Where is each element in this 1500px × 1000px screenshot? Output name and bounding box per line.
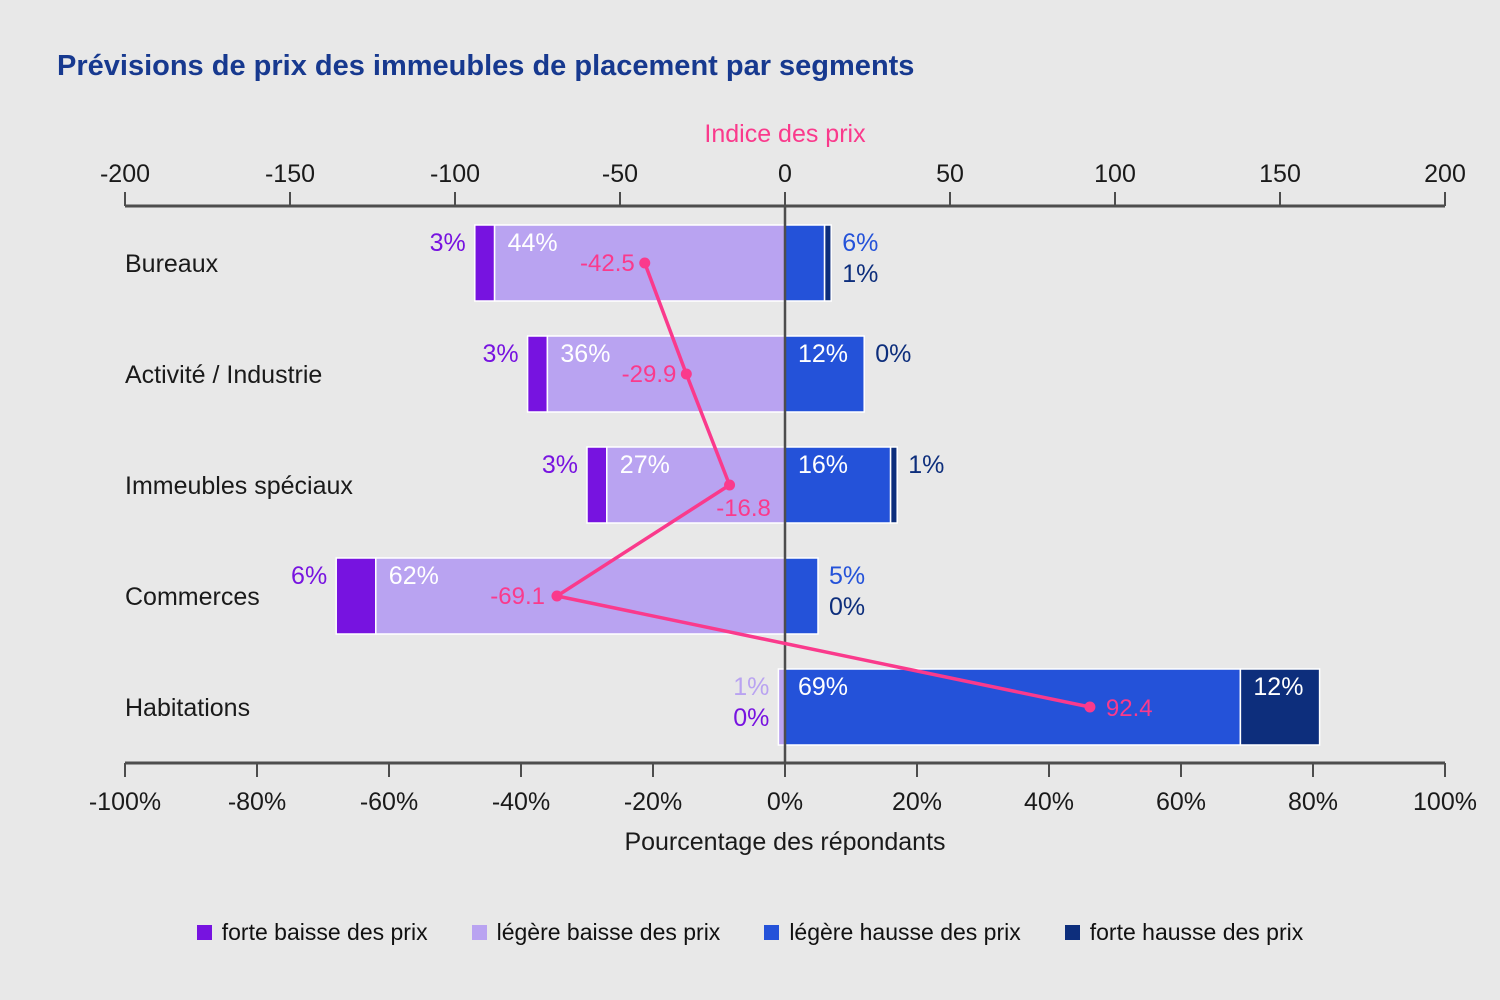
bar-label-inside: 16% — [798, 451, 848, 479]
bar-label-outside-right: 6% — [842, 229, 878, 257]
bar-label-inside: 36% — [560, 340, 610, 368]
legend-swatch-icon — [196, 925, 212, 940]
bottom-axis-tick-label: 80% — [1288, 788, 1338, 816]
bar-segment-1-row-3 — [375, 557, 786, 635]
category-label: Activité / Industrie — [125, 361, 322, 389]
bar-label-outside-left: 3% — [542, 451, 578, 479]
legend-label: forte hausse des prix — [1089, 919, 1304, 945]
bar-segment-1-row-1 — [546, 335, 786, 413]
bar-label-outside-right: 5% — [829, 562, 865, 590]
bar-segment-2-row-0 — [784, 224, 826, 302]
bottom-axis-tick-label: 20% — [892, 788, 942, 816]
bar-segment-0-row-1 — [526, 335, 549, 413]
bottom-axis-tick-label: -20% — [624, 788, 682, 816]
bar-label-outside-right: 1% — [842, 260, 878, 288]
price-index-value-label: 92.4 — [1106, 695, 1153, 722]
bar-label-outside-left: 6% — [291, 562, 327, 590]
legend-item: légère hausse des prix — [764, 919, 1021, 946]
top-axis-tick-label: -200 — [100, 160, 150, 188]
bar-label-outside-right: 0% — [875, 340, 911, 368]
bar-label-inside: 27% — [620, 451, 670, 479]
bar-segment-3-row-2 — [889, 446, 898, 524]
top-axis-tick-label: -150 — [265, 160, 315, 188]
price-index-point — [639, 257, 651, 269]
bottom-axis-title: Pourcentage des répondants — [624, 828, 945, 856]
price-index-point — [551, 590, 563, 602]
bar-label-outside-left: 3% — [482, 340, 518, 368]
price-index-point — [1084, 701, 1096, 713]
top-axis-title: Indice des prix — [704, 120, 866, 148]
bar-label-outside-left: 0% — [733, 704, 769, 732]
bar-label-inside: 12% — [798, 340, 848, 368]
top-axis-tick-label: 50 — [936, 160, 964, 188]
bottom-axis-tick-label: -100% — [89, 788, 161, 816]
legend-item: forte baisse des prix — [196, 919, 428, 946]
price-index-value-label: -69.1 — [490, 583, 545, 610]
category-label: Immeubles spéciaux — [125, 472, 353, 500]
bottom-axis-tick-label: -40% — [492, 788, 550, 816]
bar-label-inside: 44% — [508, 229, 558, 257]
category-label: Bureaux — [125, 250, 219, 278]
bottom-axis-tick-label: -60% — [360, 788, 418, 816]
price-index-value-label: -29.9 — [622, 361, 677, 388]
top-axis-tick-label: 0 — [778, 160, 792, 188]
bar-segment-1-row-2 — [606, 446, 786, 524]
bar-label-inside: 12% — [1253, 673, 1303, 701]
top-axis-tick-label: 200 — [1424, 160, 1466, 188]
bar-segment-3-row-0 — [823, 224, 832, 302]
bar-segment-2-row-1 — [784, 335, 865, 413]
legend-swatch-icon — [764, 925, 780, 940]
legend: forte baisse des prix légère baisse des p… — [0, 919, 1500, 946]
bar-segment-2-row-3 — [784, 557, 819, 635]
bottom-axis-tick-label: 0% — [767, 788, 803, 816]
bar-label-outside-left: 1% — [733, 673, 769, 701]
bottom-axis-tick-label: 40% — [1024, 788, 1074, 816]
bar-label-inside: 62% — [389, 562, 439, 590]
price-index-point — [680, 368, 692, 380]
top-axis-tick-label: 100 — [1094, 160, 1136, 188]
price-index-value-label: -42.5 — [580, 250, 635, 277]
legend-label: légère baisse des prix — [496, 919, 721, 945]
legend-item: forte hausse des prix — [1064, 919, 1304, 946]
legend-item: légère baisse des prix — [471, 919, 721, 946]
bar-segment-0-row-3 — [335, 557, 377, 635]
bar-segment-2-row-4 — [784, 668, 1242, 746]
bottom-axis-tick-label: 60% — [1156, 788, 1206, 816]
top-axis-tick-label: 150 — [1259, 160, 1301, 188]
price-index-point — [724, 479, 736, 491]
category-label: Habitations — [125, 694, 250, 722]
top-axis-tick-label: -100 — [430, 160, 480, 188]
bottom-axis-tick-label: -80% — [228, 788, 286, 816]
price-index-value-label: -16.8 — [716, 495, 771, 522]
chart-title: Prévisions de prix des immeubles de plac… — [57, 50, 915, 82]
legend-label: forte baisse des prix — [221, 919, 428, 945]
bottom-axis-tick-label: 100% — [1413, 788, 1477, 816]
bar-label-outside-left: 3% — [430, 229, 466, 257]
legend-swatch-icon — [1064, 925, 1080, 940]
bar-label-outside-right: 1% — [908, 451, 944, 479]
top-axis-tick-label: -50 — [602, 160, 638, 188]
legend-label: légère hausse des prix — [789, 919, 1021, 945]
bar-segment-3-row-4 — [1239, 668, 1321, 746]
bar-label-outside-right: 0% — [829, 593, 865, 621]
legend-swatch-icon — [471, 925, 487, 940]
bar-label-inside: 69% — [798, 673, 848, 701]
bar-segment-0-row-2 — [586, 446, 608, 524]
bar-segment-0-row-0 — [474, 224, 496, 302]
category-label: Commerces — [125, 583, 260, 611]
